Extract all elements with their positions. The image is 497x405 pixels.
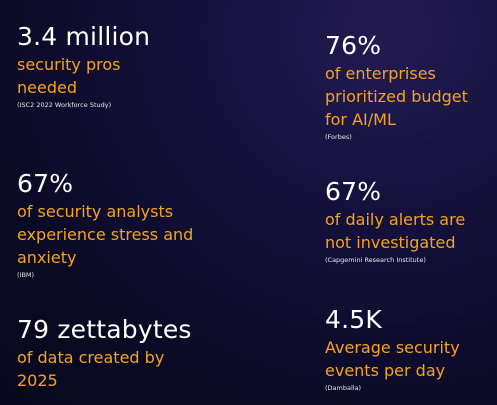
- stat-description-line: for AI/ML: [325, 110, 396, 129]
- stat-description: of enterprises prioritized budget for AI…: [325, 62, 468, 131]
- stat-value: 4.5K: [325, 305, 382, 334]
- stat-value: 67%: [325, 177, 382, 206]
- stat-security-pros: 3.4 million security pros needed (ISC2 2…: [17, 22, 150, 109]
- stat-description: of daily alerts are not investigated: [325, 208, 465, 254]
- stat-enterprises-ai-budget: 76% of enterprises prioritized budget fo…: [325, 31, 468, 141]
- stat-value: 79 zettabytes: [17, 315, 192, 344]
- stat-source: (Capgemini Research Institute): [325, 256, 426, 264]
- stat-data-created: 79 zettabytes of data created by 2025: [17, 315, 192, 392]
- stat-uninvestigated-alerts: 67% of daily alerts are not investigated…: [325, 177, 465, 264]
- stat-description-line: experience stress and: [17, 225, 194, 244]
- stat-description-line: events per day: [325, 361, 446, 380]
- stat-value: 67%: [17, 169, 74, 198]
- stat-description-line: of security analysts: [17, 202, 174, 221]
- stat-description-line: of daily alerts are: [325, 210, 466, 229]
- stat-analyst-stress: 67% of security analysts experience stre…: [17, 169, 193, 279]
- stat-description-line: anxiety: [17, 248, 77, 267]
- stat-description-line: security pros: [17, 55, 121, 74]
- stat-description: security pros needed: [17, 53, 150, 99]
- stat-source: (IBM): [17, 271, 35, 279]
- stat-value: 3.4 million: [17, 22, 151, 51]
- stat-security-events: 4.5K Average security events per day (Da…: [325, 305, 460, 392]
- stat-source: (ISC2 2022 Workforce Study): [17, 101, 112, 109]
- stat-description-line: prioritized budget: [325, 87, 468, 106]
- stat-description-line: of data created by: [17, 348, 165, 367]
- stat-description-line: Average security: [325, 338, 460, 357]
- stat-source: (Damballa): [325, 384, 362, 392]
- stat-description: of security analysts experience stress a…: [17, 200, 193, 269]
- stat-description-line: 2025: [17, 371, 58, 390]
- stat-value: 76%: [325, 31, 382, 60]
- stat-source: (Forbes): [325, 133, 352, 141]
- stat-description-line: needed: [17, 78, 77, 97]
- stat-description: Average security events per day: [325, 336, 460, 382]
- stat-description-line: not investigated: [325, 233, 456, 252]
- stat-description-line: of enterprises: [325, 64, 436, 83]
- stat-description: of data created by 2025: [17, 346, 192, 392]
